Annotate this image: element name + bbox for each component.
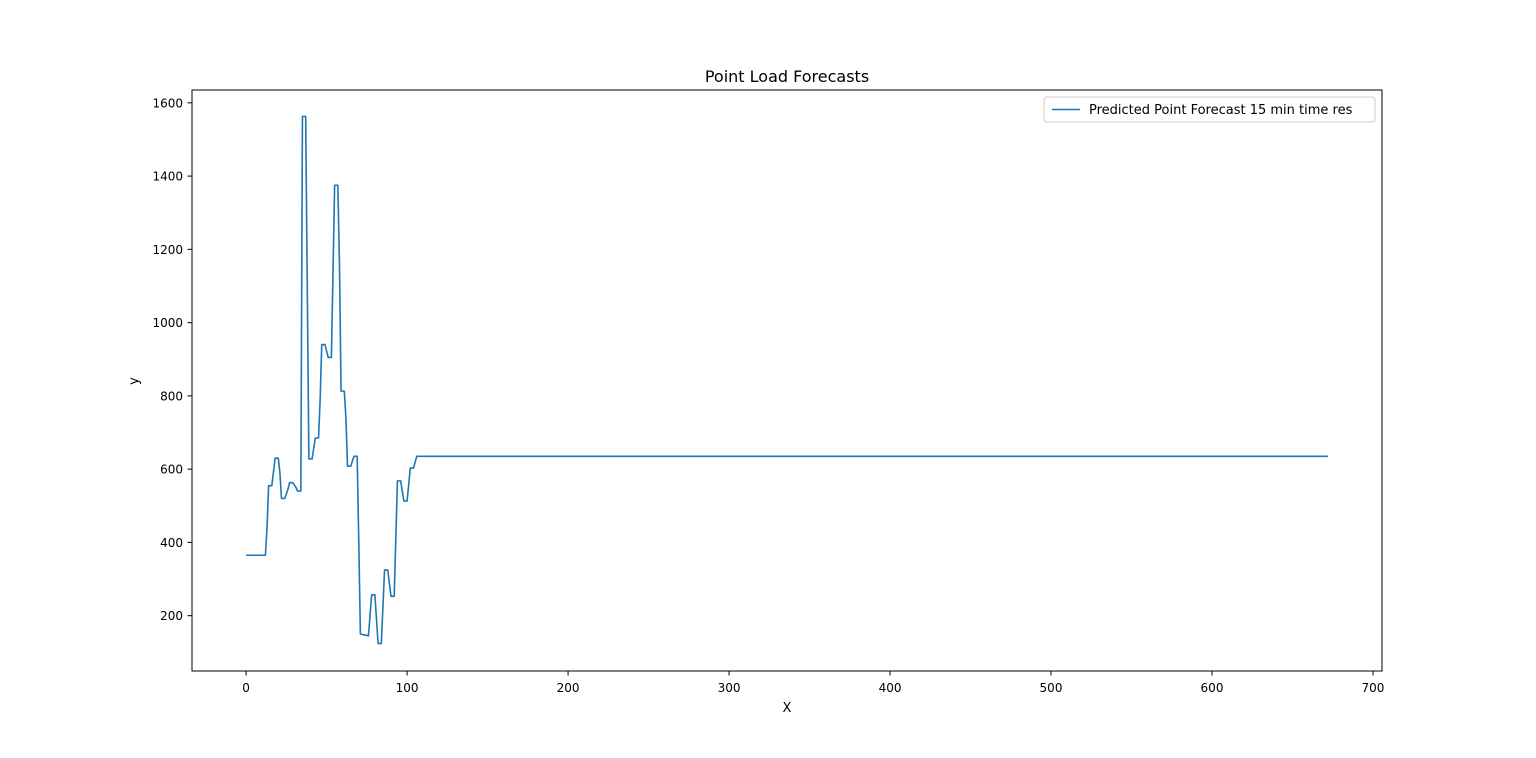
y-tick-label: 400: [160, 536, 183, 550]
legend-box: [1043, 96, 1376, 123]
x-tick-label: 600: [1201, 681, 1224, 695]
y-tick-label: 600: [160, 463, 183, 477]
x-tick-label: 300: [718, 681, 741, 695]
y-tick-label: 1400: [152, 170, 183, 184]
y-tick-label: 800: [160, 389, 183, 403]
x-axis: 0 100 200 300 400 500 600 700: [242, 671, 1384, 695]
y-tick-label: 1200: [152, 243, 183, 257]
x-tick-label: 0: [242, 681, 250, 695]
x-tick-label: 400: [879, 681, 902, 695]
series-line: [246, 115, 1328, 645]
chart-title: Point Load Forecasts: [705, 67, 869, 86]
legend: Predicted Point Forecast 15 min time res: [1043, 96, 1376, 123]
x-axis-label: X: [783, 701, 792, 716]
x-tick-label: 500: [1040, 681, 1063, 695]
y-axis-label: y: [127, 377, 142, 385]
x-tick-label: 100: [396, 681, 419, 695]
y-axis: 200 400 600 800 1000 1200 1400 1600: [152, 96, 192, 623]
y-tick-label: 1000: [152, 316, 183, 330]
x-tick-label: 700: [1362, 681, 1385, 695]
legend-label: Predicted Point Forecast 15 min time res: [1089, 103, 1353, 118]
plot-area: [191, 89, 1383, 672]
x-tick-label: 200: [557, 681, 580, 695]
axes-frame: [191, 89, 1383, 672]
y-tick-label: 1600: [152, 96, 183, 110]
y-tick-label: 200: [160, 609, 183, 623]
